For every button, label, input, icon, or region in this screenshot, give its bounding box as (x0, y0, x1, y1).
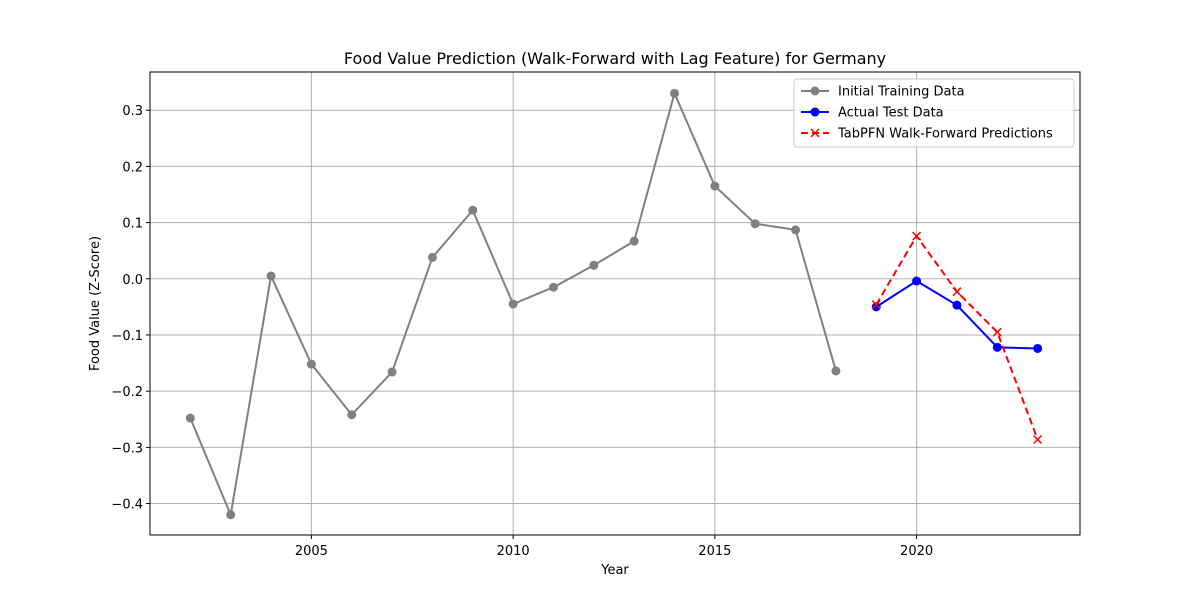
y-axis-title: Food Value (Z-Score) (88, 236, 103, 371)
y-tick-label: −0.1 (111, 329, 143, 344)
data-point (791, 225, 801, 235)
grid (150, 72, 1080, 535)
data-point (952, 300, 962, 310)
data-point (1033, 343, 1043, 353)
data-point (468, 205, 478, 215)
legend-item: Actual Test Data (801, 106, 944, 121)
series-tabpfn-walk-forward-predictions (871, 231, 1043, 445)
x-tick-label: 2010 (497, 544, 530, 559)
plot-frame (149, 71, 1081, 536)
data-point (347, 410, 357, 420)
data-point (912, 276, 922, 286)
data-point-x-marker (1033, 434, 1043, 445)
y-axis-ticks: −0.4 −0.3 −0.2 −0.1 0.0 0.1 0.2 0.3 (111, 104, 150, 513)
legend-item: TabPFN Walk-Forward Predictions (801, 127, 1053, 142)
x-tick-label: 2005 (295, 544, 328, 559)
data-point (589, 260, 599, 270)
data-point (710, 181, 720, 191)
legend-label: Initial Training Data (838, 85, 965, 100)
x-tick-label: 2020 (900, 544, 933, 559)
data-point (387, 367, 397, 377)
legend-item: Initial Training Data (801, 85, 965, 100)
chart-title: Food Value Prediction (Walk-Forward with… (344, 49, 886, 68)
y-tick-label: −0.2 (111, 385, 143, 400)
y-tick-label: 0.1 (122, 217, 143, 232)
data-point (831, 366, 841, 376)
y-tick-label: 0.0 (122, 273, 143, 288)
data-point (306, 359, 316, 369)
data-point (750, 219, 760, 229)
series-initial-training-data (185, 88, 841, 520)
x-axis-title: Year (600, 563, 629, 578)
data-point-x-marker (992, 327, 1002, 337)
y-tick-label: 0.2 (122, 160, 143, 175)
y-tick-label: −0.4 (111, 498, 143, 513)
legend-label: Actual Test Data (838, 106, 944, 121)
legend: Initial Training Data Actual Test Data Tab… (793, 78, 1075, 148)
data-point (670, 88, 680, 98)
legend-label: TabPFN Walk-Forward Predictions (837, 127, 1053, 142)
legend-marker (810, 86, 820, 96)
data-point (871, 302, 881, 312)
legend-box (793, 78, 1075, 148)
y-tick-label: −0.3 (111, 441, 143, 456)
data-point (508, 299, 518, 309)
series-actual-test-data (871, 276, 1043, 353)
data-point-x-marker (912, 231, 922, 241)
data-point (427, 252, 437, 262)
data-point-x-marker (952, 287, 962, 297)
data-point (548, 282, 558, 292)
data-point (629, 236, 639, 246)
y-tick-label: 0.3 (122, 104, 143, 119)
x-axis-ticks: 2005 2010 2015 2020 (295, 535, 933, 559)
x-tick-label: 2015 (698, 544, 731, 559)
data-point-x-marker (871, 300, 881, 310)
data-point (992, 342, 1002, 352)
series-layer (185, 88, 1043, 520)
data-point (185, 413, 195, 423)
data-point (226, 510, 236, 520)
data-point (266, 271, 276, 281)
legend-marker (810, 107, 820, 117)
legend-marker (810, 128, 820, 138)
